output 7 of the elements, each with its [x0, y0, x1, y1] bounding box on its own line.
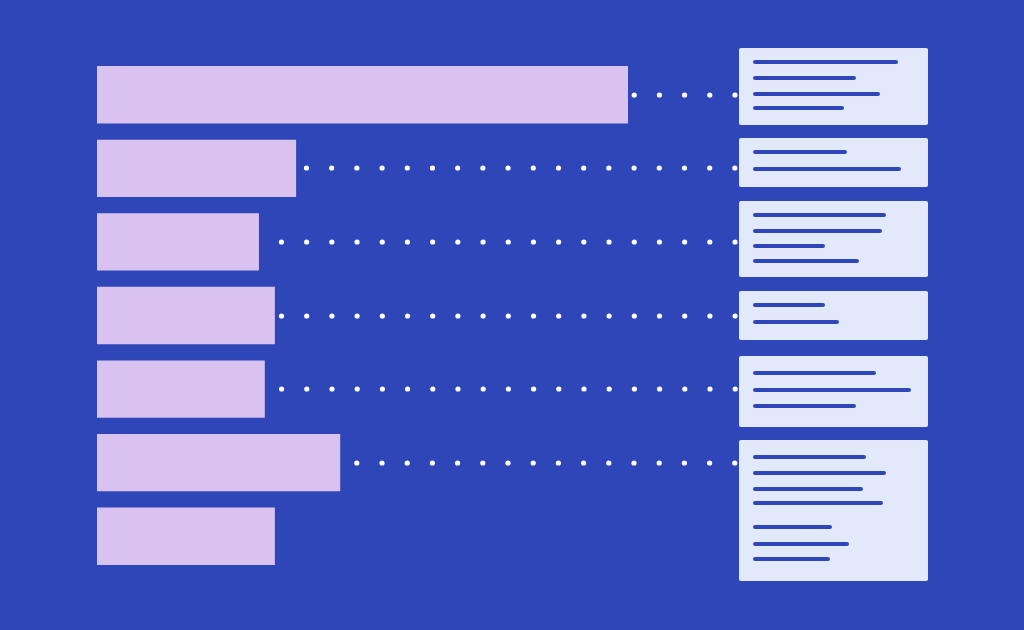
bar: [97, 433, 341, 492]
bar: [97, 360, 265, 418]
bar: [97, 286, 275, 345]
bar: [97, 213, 259, 271]
bar: [97, 139, 297, 198]
bar: [97, 507, 275, 565]
bar: [97, 66, 628, 124]
